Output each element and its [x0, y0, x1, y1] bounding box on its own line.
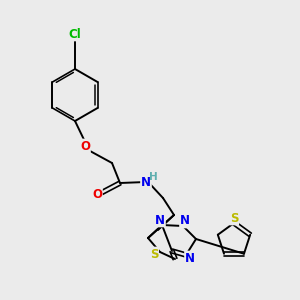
Text: S: S: [230, 212, 238, 224]
Text: N: N: [141, 176, 151, 188]
Text: Cl: Cl: [69, 28, 81, 40]
Text: H: H: [148, 172, 158, 182]
Text: N: N: [180, 214, 190, 227]
Text: N: N: [185, 251, 195, 265]
Text: N: N: [155, 214, 165, 226]
Text: O: O: [80, 140, 90, 152]
Text: O: O: [92, 188, 102, 202]
Text: S: S: [150, 248, 158, 260]
